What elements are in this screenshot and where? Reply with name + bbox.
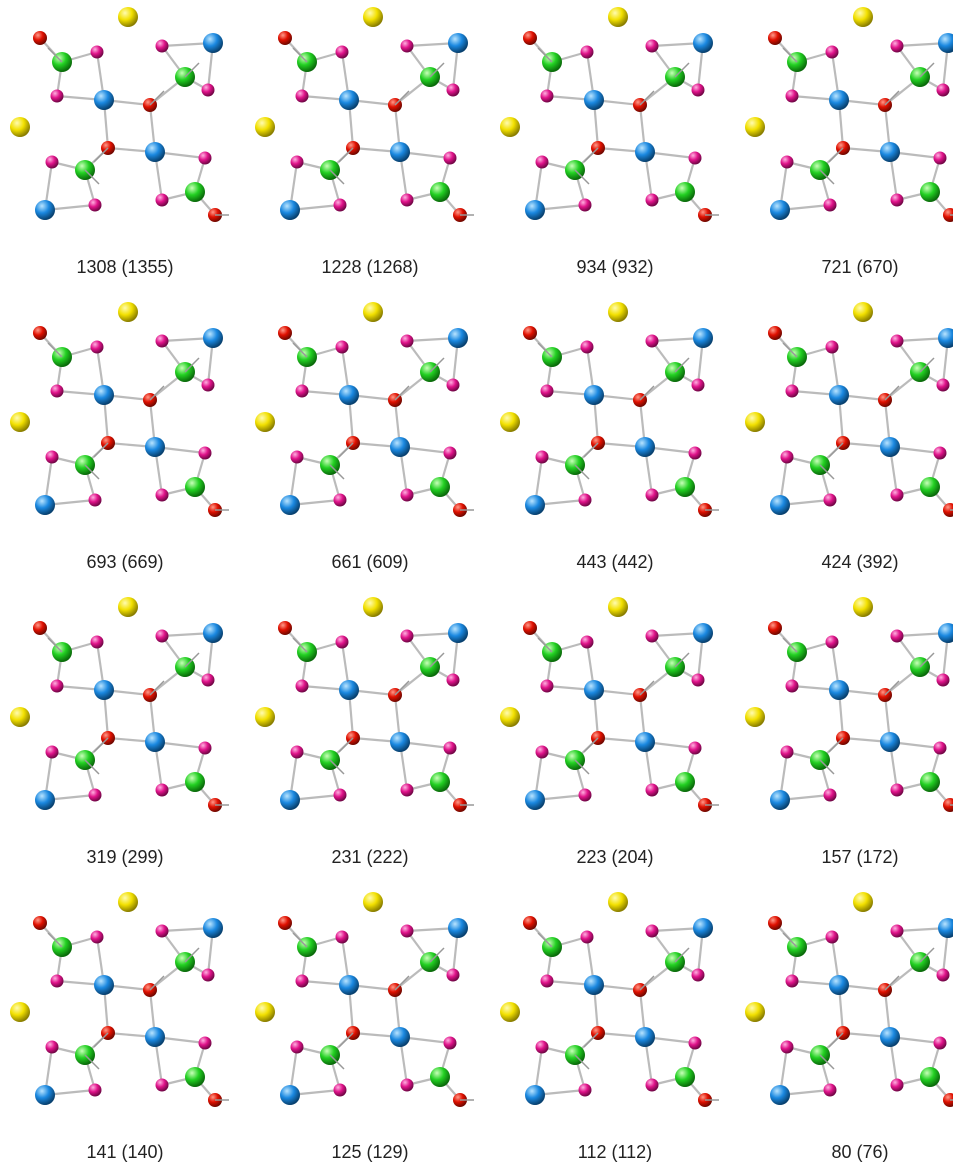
panel-label: 661 (609) [331, 552, 408, 572]
panel-label: 223 (204) [576, 847, 653, 867]
molecule [743, 890, 953, 1109]
panel-label: 112 (112) [578, 1142, 652, 1162]
panel-label: 934 (932) [576, 257, 653, 277]
molecule [743, 5, 953, 224]
panel-label: 125 (129) [331, 1142, 408, 1162]
molecule [498, 5, 721, 224]
molecule [253, 300, 476, 519]
panel-label: 424 (392) [821, 552, 898, 572]
panel-label: 141 (140) [86, 1142, 163, 1162]
molecule [8, 5, 231, 224]
panel-label: 80 (76) [831, 1142, 888, 1162]
panel-label: 443 (442) [576, 552, 653, 572]
panel-label: 721 (670) [821, 257, 898, 277]
molecule [8, 890, 231, 1109]
molecule [743, 595, 953, 814]
molecule [8, 300, 231, 519]
molecule [498, 890, 721, 1109]
panel-label: 319 (299) [86, 847, 163, 867]
molecule [253, 5, 476, 224]
panel-label: 1308 (1355) [76, 257, 173, 277]
molecule [743, 300, 953, 519]
molecule [253, 890, 476, 1109]
molecule [253, 595, 476, 814]
panel-label: 157 (172) [821, 847, 898, 867]
molecule [498, 595, 721, 814]
panel-label: 1228 (1268) [321, 257, 418, 277]
molecule [8, 595, 231, 814]
panel-label: 693 (669) [86, 552, 163, 572]
panel-label: 231 (222) [331, 847, 408, 867]
molecule [498, 300, 721, 519]
